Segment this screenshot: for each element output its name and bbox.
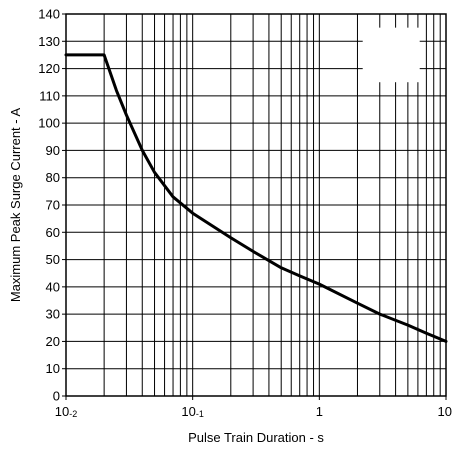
y-tick-label: 50 bbox=[46, 252, 60, 267]
y-tick-label: 100 bbox=[38, 116, 60, 131]
x-tick-label: 1 bbox=[316, 404, 323, 419]
y-tick-label: 70 bbox=[46, 198, 60, 213]
y-tick-label: 40 bbox=[46, 279, 60, 294]
series-layer bbox=[64, 53, 448, 343]
y-tick-label: 120 bbox=[38, 61, 60, 76]
y-axis-title: Maximum Peak Surge Current - A bbox=[8, 108, 23, 303]
x-axis-title: Pulse Train Duration - s bbox=[188, 430, 324, 445]
x-tick-label: 10 bbox=[438, 404, 452, 419]
blank-patch bbox=[362, 27, 420, 83]
y-tick-label: 0 bbox=[53, 389, 60, 404]
grid bbox=[65, 13, 446, 397]
y-tick-label: 20 bbox=[46, 334, 60, 349]
x-tick-label: 10-2 bbox=[55, 404, 77, 419]
y-tick-label: 30 bbox=[46, 307, 60, 322]
axes bbox=[62, 13, 447, 400]
series-line bbox=[64, 53, 448, 343]
y-tick-label: 90 bbox=[46, 143, 60, 158]
y-tick-label: 60 bbox=[46, 225, 60, 240]
y-tick-label: 10 bbox=[46, 361, 60, 376]
y-tick-label: 140 bbox=[38, 7, 60, 22]
y-tick-label: 110 bbox=[39, 88, 60, 103]
y-tick-label: 130 bbox=[38, 34, 60, 49]
y-tick-label: 80 bbox=[46, 170, 60, 185]
x-tick-label: 10-1 bbox=[181, 404, 203, 419]
